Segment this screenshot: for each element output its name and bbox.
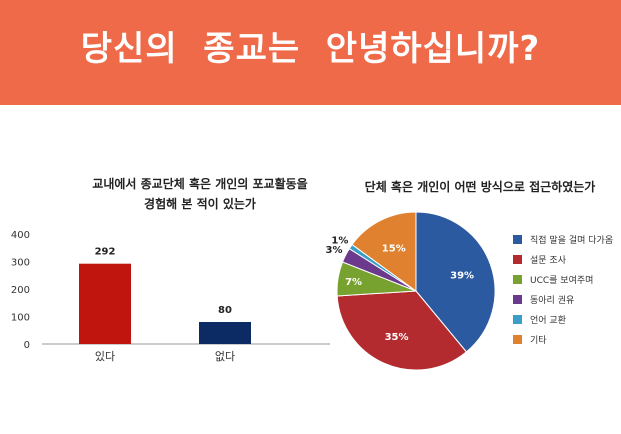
y-tick-label: 100 xyxy=(11,313,30,324)
legend-label: 언어 교환 xyxy=(530,314,566,326)
y-tick-label: 200 xyxy=(11,285,30,296)
legend-label: 설문 조사 xyxy=(530,255,567,266)
header-banner xyxy=(0,0,621,105)
legend-label: UCC를 보여주며 xyxy=(530,274,593,286)
y-tick-label: 0 xyxy=(24,340,30,351)
x-category-label: 있다 xyxy=(95,350,115,363)
pie-value-label: 7% xyxy=(345,277,362,288)
legend-swatch xyxy=(513,295,522,304)
legend-swatch xyxy=(513,315,522,324)
legend-swatch xyxy=(513,255,522,264)
pie-slice-1 xyxy=(415,211,496,353)
page-title: 당신의 종교는 안녕하십니까? xyxy=(80,29,541,69)
bar-chart-title-line-2: 경험해 본 적이 있는가 xyxy=(144,197,256,211)
legend-swatch xyxy=(513,275,522,284)
legend-swatch xyxy=(513,335,522,344)
x-category-label: 없다 xyxy=(215,350,235,363)
legend-label: 기타 xyxy=(530,335,547,346)
pie-value-label: 15% xyxy=(382,243,406,254)
pie-value-label: 35% xyxy=(385,332,409,343)
bar-chart-title-line-1: 교내에서 종교단체 혹은 개인의 포교활동을 xyxy=(92,177,308,191)
pie-slice-6 xyxy=(351,211,417,292)
bar-1 xyxy=(79,263,131,344)
y-tick-label: 400 xyxy=(11,230,30,241)
legend-label: 직접 말을 걸며 다가옴 xyxy=(530,234,613,246)
legend-label: 동아리 권유 xyxy=(530,294,574,306)
bar-2 xyxy=(199,322,251,344)
pie-value-label: 39% xyxy=(450,270,474,281)
pie-chart-title: 단체 혹은 개인이 어떤 방식으로 접근하였는가 xyxy=(364,180,596,194)
bar-value-label: 80 xyxy=(218,305,232,316)
bar-value-label: 292 xyxy=(95,247,116,258)
pie-slice-2 xyxy=(336,290,468,371)
pie-value-label: 1% xyxy=(331,235,348,246)
legend-swatch xyxy=(513,235,522,244)
pie-value-label: 3% xyxy=(326,245,343,256)
y-tick-label: 300 xyxy=(11,258,30,269)
